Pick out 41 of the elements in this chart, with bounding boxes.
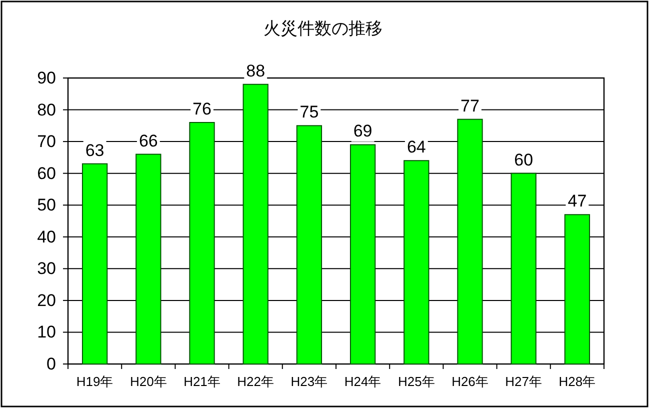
y-tick-label: 50 [37,196,56,215]
x-tick-label: H27年 [505,374,542,389]
bar [510,172,536,364]
bar [189,122,215,364]
data-label: 77 [460,96,480,116]
bar [136,154,162,364]
data-label: 60 [514,150,534,170]
x-tick-label: H22年 [237,374,274,389]
bar [404,160,430,364]
y-tick-label: 20 [37,290,56,310]
data-label: 47 [568,192,587,211]
chart-title: 火災件数の推移 [264,19,382,38]
bar [564,214,590,364]
bar [350,144,376,364]
y-tick-label: 80 [37,100,56,120]
y-tick-label: 0 [46,354,56,374]
y-tick-label: 10 [37,322,56,342]
y-tick-label: 30 [37,259,56,278]
data-label: 63 [85,140,104,160]
data-label: 69 [353,122,372,141]
bar [457,118,483,364]
x-tick-label: H20年 [130,374,167,389]
y-tick-label: 60 [37,164,56,183]
data-label: 88 [246,61,266,80]
x-tick-label: H26年 [452,374,488,389]
bar [82,163,108,364]
y-tick-label: 40 [37,227,56,246]
x-tick-label: H25年 [398,374,435,389]
x-tick-label: H23年 [290,374,328,389]
data-label: 76 [192,99,212,118]
x-tick-label: H28年 [558,374,596,389]
data-label: 66 [138,131,158,150]
bar [242,84,268,364]
x-tick-label: H21年 [184,374,220,389]
x-tick-label: H19年 [76,374,114,389]
bar [296,125,322,364]
data-label: 64 [406,138,426,157]
data-label: 75 [300,102,319,122]
y-tick-label: 70 [37,132,56,152]
x-tick-label: H24年 [344,374,382,389]
y-tick-label: 90 [37,68,56,88]
